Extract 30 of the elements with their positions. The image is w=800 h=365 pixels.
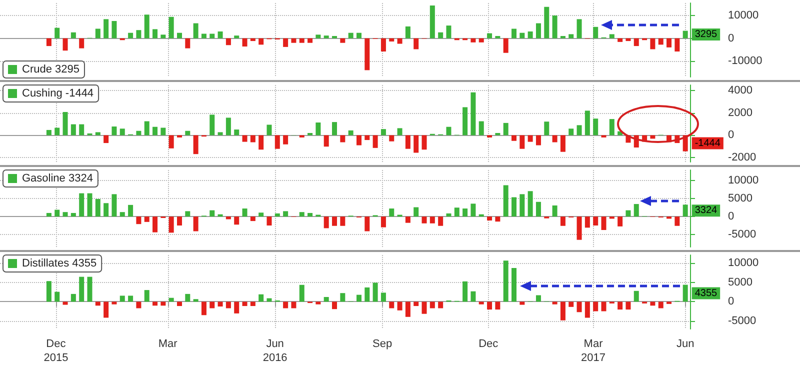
y-tick-label: -5000 xyxy=(728,228,756,240)
x-tick-label: Dec xyxy=(478,338,499,350)
legend-label: Cushing -1444 xyxy=(22,88,94,100)
y-tick-label: 0 xyxy=(728,296,734,308)
x-tick-label: Mar xyxy=(158,338,178,350)
y-tick-label: 5000 xyxy=(728,276,752,288)
x-tick-label: Mar 2017 xyxy=(581,338,606,364)
data-label: 3295 xyxy=(694,29,718,40)
y-tick-label: 0 xyxy=(728,210,734,223)
legend-label: Distillates 4355 xyxy=(22,258,97,270)
y-tick-label: 4000 xyxy=(728,84,752,97)
y-tick-label: 10000 xyxy=(728,256,759,269)
y-tick-label: 10000 xyxy=(728,10,759,22)
y-tick-label: 2000 xyxy=(728,106,752,119)
y-tick-label: 0 xyxy=(728,32,734,44)
x-tick-label: Jun xyxy=(676,338,694,350)
data-label: 3324 xyxy=(694,205,718,216)
y-tick-label: -5000 xyxy=(728,315,756,328)
legend-label: Crude 3295 xyxy=(22,64,80,76)
y-tick-label: 10000 xyxy=(728,174,759,187)
y-tick-label: 5000 xyxy=(728,192,752,205)
y-tick-label: -2000 xyxy=(728,152,756,164)
x-tick-label: Jun 2016 xyxy=(262,338,288,364)
x-tick-label: Dec 2015 xyxy=(44,338,68,364)
legend-label: Gasoline 3324 xyxy=(22,172,93,184)
y-tick-label: 0 xyxy=(728,129,734,142)
data-label: 4355 xyxy=(694,288,718,299)
x-tick-label: Sep xyxy=(372,338,392,350)
y-tick-label: -10000 xyxy=(728,55,762,68)
data-label: -1444 xyxy=(694,138,721,149)
